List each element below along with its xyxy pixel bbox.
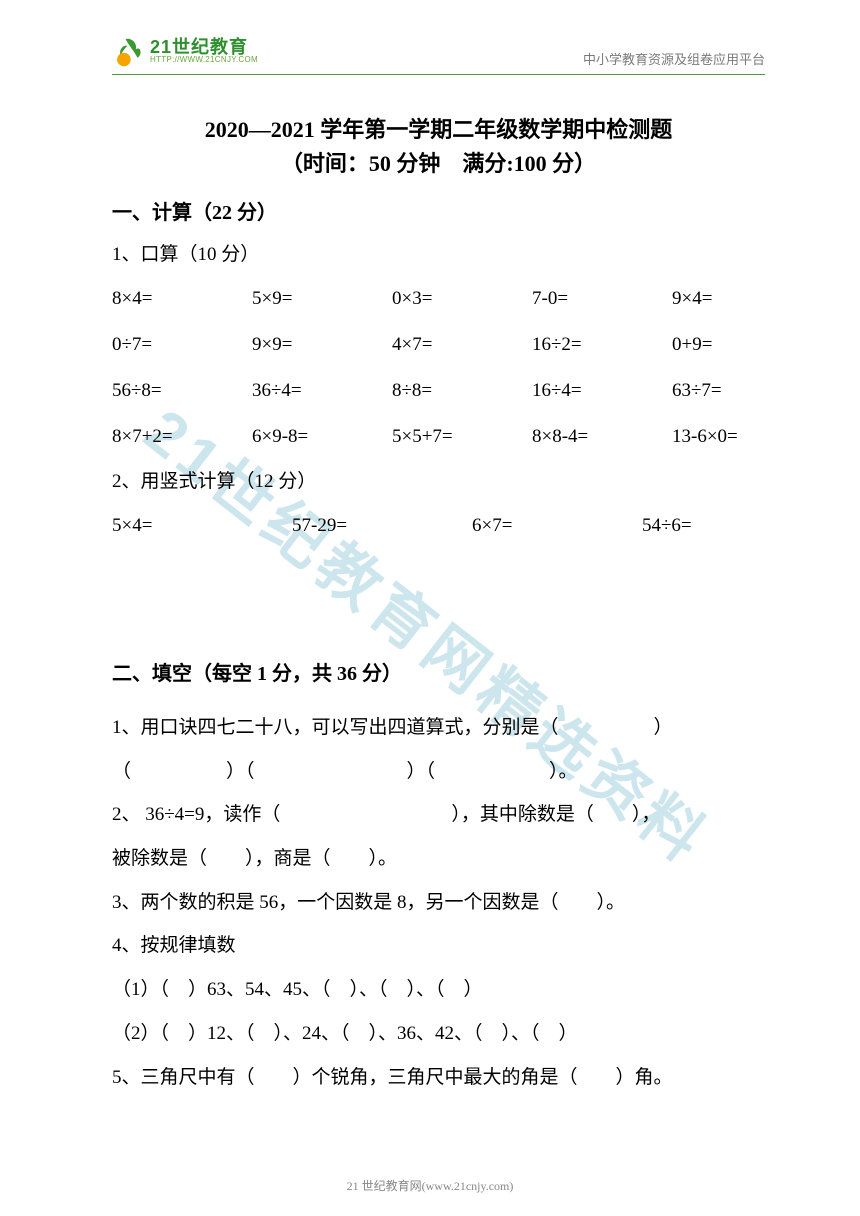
calc-cell: 4×7= — [392, 334, 532, 356]
mental-math-grid: 8×4= 5×9= 0×3= 7-0= 9×4= 0÷7= 9×9= 4×7= … — [112, 288, 765, 448]
calc-cell: 0+9= — [672, 334, 765, 356]
logo-icon — [112, 34, 146, 68]
calc-cell: 9×4= — [672, 288, 765, 310]
fill-in-blanks: 1、用口诀四七二十八，可以写出四道算式，分别是（ ） （ ）（ ）（ ）。 2、… — [112, 706, 765, 1099]
q1-label: 1、口算（10 分） — [112, 245, 765, 264]
fill-line: 被除数是（ ），商是（ ）。 — [112, 837, 765, 881]
fill-line: 1、用口诀四七二十八，可以写出四道算式，分别是（ ） — [112, 706, 765, 750]
fill-line: （ ）（ ）（ ）。 — [112, 750, 765, 794]
page-header: 21世纪教育 HTTP://WWW.21CNJY.COM 中小学教育资源及组卷应… — [112, 34, 765, 68]
fill-line: 2、 36÷4=9，读作（ ），其中除数是（ ）， — [112, 793, 765, 837]
calc-cell: 63÷7= — [672, 380, 765, 402]
exam-title: 2020—2021 学年第一学期二年级数学期中检测题 — [112, 113, 765, 146]
page-footer: 21 世纪教育网(www.21cnjy.com) — [0, 1177, 860, 1194]
calc-cell: 0÷7= — [112, 334, 252, 356]
calc-cell: 13-6×0= — [672, 426, 765, 448]
fill-line: （2）（ ）12、（ ）、24、（ ）、36、42、（ ）、（ ） — [112, 1012, 765, 1056]
calc-cell: 0×3= — [392, 288, 532, 310]
calc-cell: 8×4= — [112, 288, 252, 310]
fill-line: 4、按规律填数 — [112, 924, 765, 968]
calc-cell: 8÷8= — [392, 380, 532, 402]
q2-label: 2、用竖式计算（12 分） — [112, 472, 765, 491]
calc-cell: 5×9= — [252, 288, 392, 310]
calc-cell: 54÷6= — [642, 515, 765, 537]
vertical-calc-grid: 5×4= 57-29= 6×7= 54÷6= — [112, 515, 765, 537]
calc-cell: 9×9= — [252, 334, 392, 356]
calc-cell: 5×4= — [112, 515, 292, 537]
exam-page: 21世纪教育 HTTP://WWW.21CNJY.COM 中小学教育资源及组卷应… — [0, 0, 860, 1099]
header-divider — [112, 74, 765, 75]
calc-cell: 8×7+2= — [112, 426, 252, 448]
calc-cell: 16÷2= — [532, 334, 672, 356]
calc-cell: 5×5+7= — [392, 426, 532, 448]
section-2-heading: 二、填空（每空 1 分，共 36 分） — [112, 657, 765, 686]
logo-text: 21世纪教育 HTTP://WWW.21CNJY.COM — [150, 38, 258, 64]
calc-cell: 8×8-4= — [532, 426, 672, 448]
calc-cell: 6×9-8= — [252, 426, 392, 448]
calc-cell: 56÷8= — [112, 380, 252, 402]
platform-note: 中小学教育资源及组卷应用平台 — [583, 49, 765, 68]
fill-line: 5、三角尺中有（ ）个锐角，三角尺中最大的角是（ ）角。 — [112, 1056, 765, 1100]
fill-line: 3、两个数的积是 56，一个因数是 8，另一个因数是（ ）。 — [112, 881, 765, 925]
calc-cell: 7-0= — [532, 288, 672, 310]
fill-line: （1）（ ）63、54、45、（ ）、（ ）、（ ） — [112, 968, 765, 1012]
calc-cell: 36÷4= — [252, 380, 392, 402]
logo-en-text: HTTP://WWW.21CNJY.COM — [150, 56, 258, 64]
calc-cell: 57-29= — [292, 515, 472, 537]
site-logo: 21世纪教育 HTTP://WWW.21CNJY.COM — [112, 34, 258, 68]
exam-subtitle: （时间：50 分钟 满分:100 分） — [112, 146, 765, 178]
calc-cell: 16÷4= — [532, 380, 672, 402]
logo-cn-text: 21世纪教育 — [150, 38, 258, 56]
section-1-heading: 一、计算（22 分） — [112, 196, 765, 225]
calc-cell: 6×7= — [472, 515, 642, 537]
